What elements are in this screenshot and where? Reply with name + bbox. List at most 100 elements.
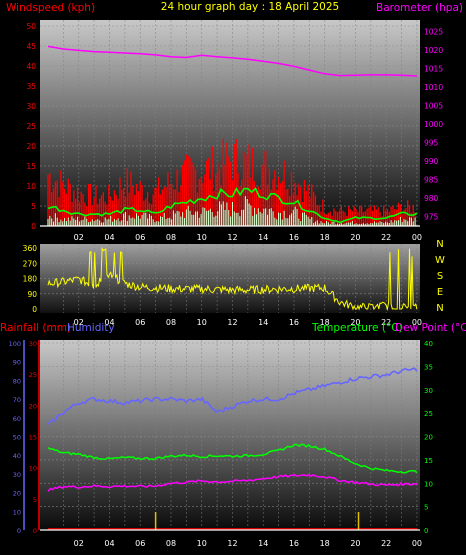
compass-label: W [435, 255, 445, 266]
rain-y-tick: 25 [29, 371, 37, 379]
wind-y-tick: 40 [26, 62, 36, 71]
time-tick-label: 12 [227, 233, 237, 242]
time-tick-label: 02 [74, 539, 84, 548]
time-tick-label: 18 [320, 539, 330, 548]
rain-y-tick: 20 [29, 402, 37, 410]
wind-y-tick: 35 [26, 82, 36, 91]
time-tick-label: 22 [381, 539, 391, 548]
windspeed-label: Windspeed (kph) [6, 2, 95, 14]
compass-label: E [437, 287, 443, 298]
temp-y-tick: 0 [424, 527, 428, 535]
humidity-y-tick: 30 [13, 471, 21, 479]
wind-y-tick: 25 [26, 122, 36, 131]
rain-y-tick: 5 [33, 496, 37, 504]
baro-y-tick: 1020 [424, 46, 443, 55]
time-tick-label: 02 [74, 233, 84, 242]
time-tick-label: 00 [412, 233, 422, 242]
compass-label: S [437, 271, 443, 282]
wind-y-tick: 20 [26, 142, 36, 151]
wind-y-tick: 45 [26, 42, 36, 51]
humidity-y-tick: 10 [13, 508, 21, 516]
direction-grid [40, 244, 420, 313]
wind-direction-line [47, 246, 418, 311]
time-tick-label: 14 [258, 233, 268, 242]
time-tick-label: 16 [289, 318, 299, 327]
time-tick-label: 06 [135, 318, 145, 327]
barometer-line [47, 45, 417, 77]
dewpoint-label: Dew Point (°C) [395, 322, 466, 334]
time-tick-label: 04 [104, 539, 114, 548]
time-tick-label: 02 [74, 318, 84, 327]
temp-y-tick: 35 [424, 363, 433, 371]
wind-y-tick: 0 [31, 222, 36, 231]
humidity-y-tick: 50 [13, 434, 21, 442]
temp-y-tick: 30 [424, 387, 433, 395]
wind-series [47, 45, 418, 226]
dewpoint-line [47, 473, 418, 492]
rain-y-tick: 30 [29, 340, 37, 348]
baro-y-tick: 1005 [424, 102, 443, 111]
temp-y-tick: 20 [424, 434, 433, 442]
time-tick-label: 14 [258, 318, 268, 327]
humidity-y-tick: 70 [13, 396, 21, 404]
baro-y-tick: 980 [424, 194, 439, 203]
humidity-line [47, 367, 418, 425]
time-tick-label: 22 [381, 318, 391, 327]
time-tick-label: 10 [197, 539, 207, 548]
time-tick-label: 14 [258, 539, 268, 548]
time-tick-label: 18 [320, 233, 330, 242]
time-tick-label: 12 [227, 318, 237, 327]
temp-y-tick: 15 [424, 457, 433, 465]
axis-labels: 0510152025303540455097598098599099510001… [9, 22, 445, 548]
temp-grid [40, 340, 420, 530]
direction-series [47, 246, 418, 311]
time-tick-label: 10 [197, 318, 207, 327]
time-tick-label: 00 [412, 318, 422, 327]
baro-y-tick: 1025 [424, 28, 443, 37]
baro-y-tick: 1000 [424, 120, 443, 129]
humidity-y-tick: 40 [13, 452, 21, 460]
time-tick-label: 08 [166, 539, 176, 548]
baro-y-tick: 975 [424, 213, 439, 222]
baro-y-tick: 1010 [424, 83, 443, 92]
wind-y-tick: 50 [26, 22, 36, 31]
wind-y-tick: 5 [31, 202, 36, 211]
rain-y-tick: 10 [29, 465, 37, 473]
baro-y-tick: 985 [424, 176, 439, 185]
wind-average-line [47, 186, 418, 224]
compass-label: N [436, 303, 443, 314]
direction-y-tick: 90 [27, 290, 37, 299]
temp-y-tick: 10 [424, 480, 433, 488]
time-tick-label: 10 [197, 233, 207, 242]
time-tick-label: 00 [412, 539, 422, 548]
time-tick-label: 20 [350, 539, 360, 548]
wind-y-tick: 30 [26, 102, 36, 111]
rain-y-tick: 15 [29, 434, 37, 442]
temp-plot-area [40, 340, 420, 530]
baro-y-tick: 1015 [424, 65, 443, 74]
time-tick-label: 08 [166, 318, 176, 327]
time-tick-label: 04 [104, 233, 114, 242]
time-tick-label: 04 [104, 318, 114, 327]
time-tick-label: 18 [320, 318, 330, 327]
temperature-line [47, 443, 418, 474]
baro-y-tick: 995 [424, 139, 439, 148]
humidity-y-tick: 90 [13, 359, 21, 367]
humidity-y-tick: 60 [13, 415, 21, 423]
direction-y-tick: 0 [32, 305, 37, 314]
chart-title: 24 hour graph day : 18 April 2025 [161, 1, 339, 13]
time-tick-label: 06 [135, 539, 145, 548]
temperature-label: Temperature (°C) [311, 322, 403, 334]
time-tick-label: 06 [135, 233, 145, 242]
humidity-label: Humidity [67, 322, 115, 334]
time-tick-label: 20 [350, 318, 360, 327]
humidity-y-tick: 0 [17, 527, 21, 535]
temp-series [47, 367, 418, 530]
temp-y-tick: 40 [424, 340, 433, 348]
time-tick-label: 16 [289, 233, 299, 242]
rainfall-label: Rainfall (mm) [0, 322, 71, 334]
time-tick-label: 16 [289, 539, 299, 548]
temp-y-tick: 5 [424, 504, 428, 512]
direction-y-tick: 360 [23, 244, 38, 253]
